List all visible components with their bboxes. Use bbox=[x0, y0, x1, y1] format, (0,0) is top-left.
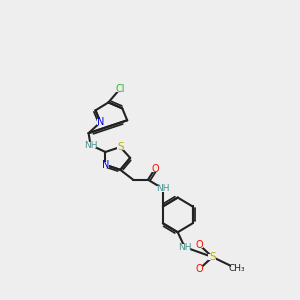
Text: O: O bbox=[196, 240, 203, 250]
Text: N: N bbox=[102, 160, 109, 170]
Bar bbox=[102, 162, 109, 168]
Text: O: O bbox=[196, 264, 203, 274]
Text: N: N bbox=[97, 117, 104, 127]
Bar bbox=[158, 186, 168, 192]
Text: S: S bbox=[209, 252, 216, 262]
Text: Cl: Cl bbox=[116, 84, 125, 94]
Text: O: O bbox=[151, 164, 159, 174]
Text: NH: NH bbox=[178, 243, 191, 252]
Bar bbox=[152, 166, 158, 172]
Bar bbox=[179, 244, 190, 250]
Text: NH: NH bbox=[84, 140, 97, 149]
Text: CH₃: CH₃ bbox=[229, 264, 245, 273]
Bar bbox=[117, 144, 124, 150]
Bar bbox=[196, 266, 203, 272]
Bar bbox=[85, 142, 96, 148]
Text: S: S bbox=[117, 142, 124, 152]
Text: NH: NH bbox=[156, 184, 169, 193]
Bar bbox=[196, 242, 203, 248]
Bar bbox=[97, 119, 104, 125]
Bar bbox=[208, 254, 216, 260]
Bar bbox=[231, 266, 244, 272]
Bar bbox=[116, 85, 125, 91]
